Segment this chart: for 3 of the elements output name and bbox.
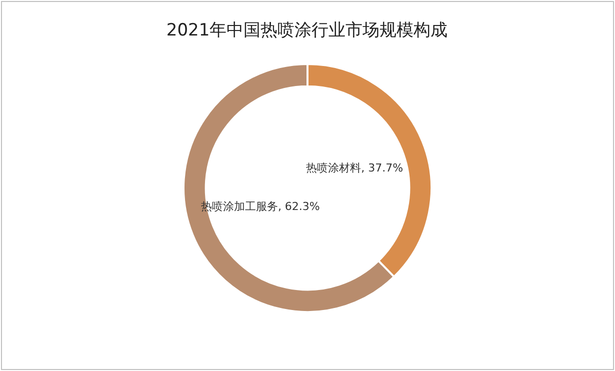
slice-label: 热喷涂加工服务, 62.3%: [200, 200, 320, 214]
slice-label: 热喷涂材料, 37.7%: [306, 162, 404, 175]
chart-title: 2021年中国热喷涂行业市场规模构成: [166, 20, 448, 40]
